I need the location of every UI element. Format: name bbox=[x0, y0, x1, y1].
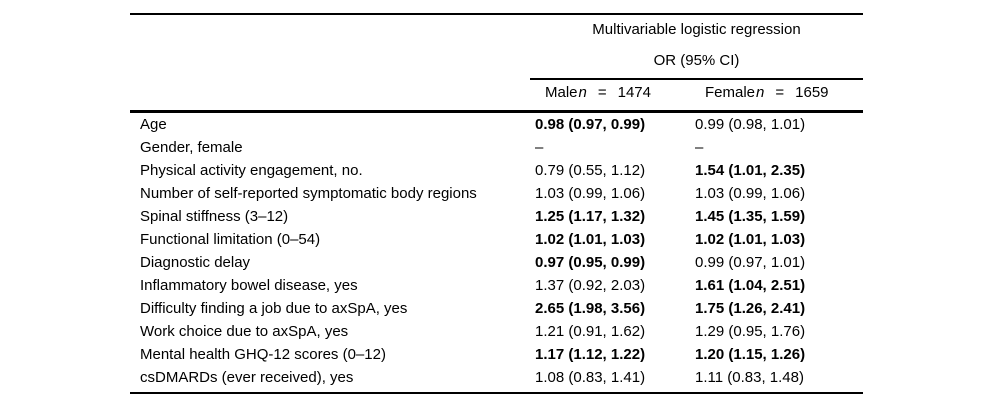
female-or-value: 1.02 (1.01, 1.03) bbox=[695, 231, 806, 248]
row-label: Difficulty finding a job due to axSpA, y… bbox=[140, 300, 408, 317]
male-column-header: Malen = 1474 bbox=[545, 85, 705, 101]
header-mid-rule bbox=[530, 78, 863, 80]
female-or-value: 1.75 (1.26, 2.41) bbox=[695, 300, 806, 317]
table-bottom-rule bbox=[130, 392, 863, 394]
male-or-value: 1.02 (1.01, 1.03) bbox=[535, 231, 646, 248]
male-n-symbol: n bbox=[578, 84, 587, 101]
male-or-value: – bbox=[535, 139, 544, 156]
female-n-symbol: n bbox=[756, 84, 765, 101]
row-label: Functional limitation (0–54) bbox=[140, 231, 321, 248]
column-headers-row: Malen = 1474 Femalen = 1659 bbox=[130, 85, 863, 101]
female-or-value: 1.11 (0.83, 1.48) bbox=[695, 369, 804, 386]
female-n-value: 1659 bbox=[795, 84, 829, 101]
male-or-value: 1.03 (0.99, 1.06) bbox=[535, 185, 646, 202]
row-label: Mental health GHQ-12 scores (0–12) bbox=[140, 346, 386, 363]
table-body: Age 0.98 (0.97, 0.99) 0.99 (0.98, 1.01) Gen… bbox=[130, 113, 863, 389]
table-row: Inflammatory bowel disease, yes 1.37 (0.9… bbox=[130, 274, 863, 297]
header-body-rule bbox=[130, 110, 863, 113]
female-or-value: 1.54 (1.01, 2.35) bbox=[695, 162, 806, 179]
row-label: Physical activity engagement, no. bbox=[140, 162, 363, 179]
female-or-value: 1.29 (0.95, 1.76) bbox=[695, 323, 806, 340]
row-label: Spinal stiffness (3–12) bbox=[140, 208, 289, 225]
row-label: Age bbox=[140, 116, 167, 133]
row-label: Number of self-reported symptomatic body… bbox=[140, 185, 477, 202]
column-headers-spacer bbox=[130, 85, 545, 101]
male-or-value: 1.25 (1.17, 1.32) bbox=[535, 208, 646, 225]
table-row: Number of self-reported symptomatic body… bbox=[130, 182, 863, 205]
male-or-value: 1.17 (1.12, 1.22) bbox=[535, 346, 646, 363]
female-or-value: 1.45 (1.35, 1.59) bbox=[695, 208, 806, 225]
table-row: Work choice due to axSpA, yes 1.21 (0.91,… bbox=[130, 320, 863, 343]
female-column-header: Femalen = 1659 bbox=[705, 85, 863, 101]
female-or-value: 1.61 (1.04, 2.51) bbox=[695, 277, 806, 294]
table-top-rule bbox=[130, 13, 863, 15]
female-or-value: 0.99 (0.98, 1.01) bbox=[695, 116, 806, 133]
table-row: Difficulty finding a job due to axSpA, y… bbox=[130, 297, 863, 320]
regression-table: Multivariable logistic regression OR (95… bbox=[130, 13, 863, 395]
male-or-value: 0.97 (0.95, 0.99) bbox=[535, 254, 646, 271]
male-or-value: 1.37 (0.92, 2.03) bbox=[535, 277, 646, 294]
row-label: Gender, female bbox=[140, 139, 243, 156]
female-or-value: – bbox=[695, 139, 704, 156]
male-or-value: 1.08 (0.83, 1.41) bbox=[535, 369, 646, 386]
male-or-value: 1.21 (0.91, 1.62) bbox=[535, 323, 646, 340]
table-row: Spinal stiffness (3–12) 1.25 (1.17, 1.32)… bbox=[130, 205, 863, 228]
table-row: Physical activity engagement, no. 0.79 (0… bbox=[130, 159, 863, 182]
table-row: csDMARDs (ever received), yes 1.08 (0.83,… bbox=[130, 366, 863, 389]
table-row: Functional limitation (0–54) 1.02 (1.01, … bbox=[130, 228, 863, 251]
row-label: Inflammatory bowel disease, yes bbox=[140, 277, 358, 294]
table-row: Mental health GHQ-12 scores (0–12) 1.17 (… bbox=[130, 343, 863, 366]
row-label: Diagnostic delay bbox=[140, 254, 251, 271]
male-or-value: 2.65 (1.98, 3.56) bbox=[535, 300, 646, 317]
row-label: csDMARDs (ever received), yes bbox=[140, 369, 354, 386]
male-column-label: Male bbox=[545, 84, 578, 101]
column-group-subtitle: OR (95% CI) bbox=[653, 52, 740, 69]
female-column-label: Female bbox=[705, 84, 756, 101]
male-or-value: 0.98 (0.97, 0.99) bbox=[535, 116, 646, 133]
male-or-value: 0.79 (0.55, 1.12) bbox=[535, 162, 646, 179]
column-group-title: Multivariable logistic regression bbox=[592, 21, 801, 38]
table-row: Age 0.98 (0.97, 0.99) 0.99 (0.98, 1.01) bbox=[130, 113, 863, 136]
female-equals-sign: = bbox=[775, 84, 785, 101]
table-row: Diagnostic delay 0.97 (0.95, 0.99) 0.99 (0… bbox=[130, 251, 863, 274]
female-or-value: 1.20 (1.15, 1.26) bbox=[695, 346, 806, 363]
table-row: Gender, female – – bbox=[130, 136, 863, 159]
female-or-value: 0.99 (0.97, 1.01) bbox=[695, 254, 806, 271]
row-label: Work choice due to axSpA, yes bbox=[140, 323, 349, 340]
male-equals-sign: = bbox=[597, 84, 607, 101]
male-n-value: 1474 bbox=[617, 84, 651, 101]
female-or-value: 1.03 (0.99, 1.06) bbox=[695, 185, 806, 202]
